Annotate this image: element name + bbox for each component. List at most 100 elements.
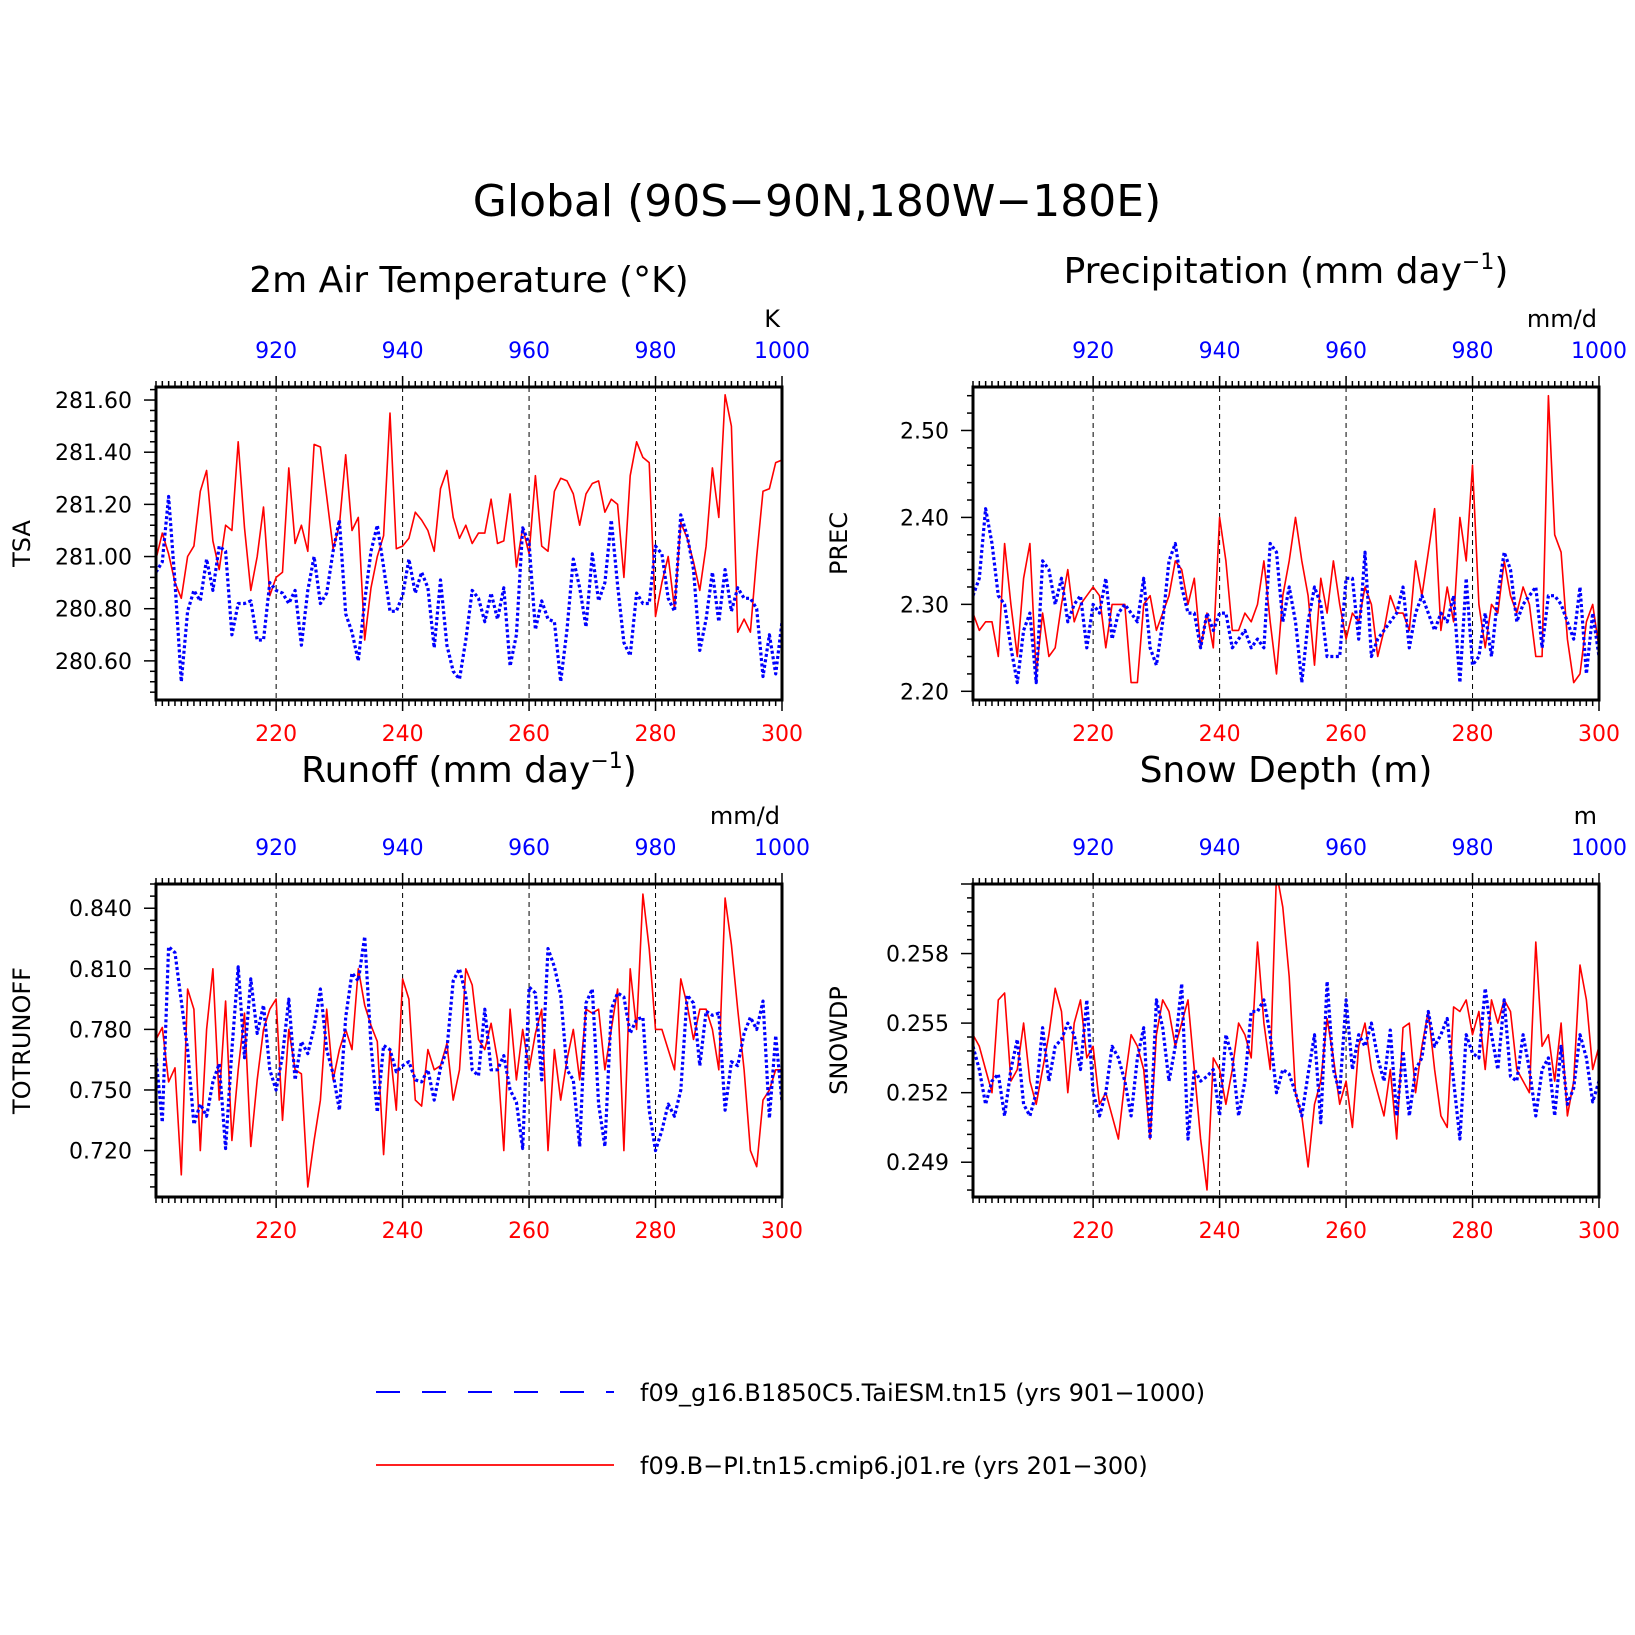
panel-title-tail: ) [1494, 251, 1508, 292]
x-tick-label: 240 [1199, 722, 1241, 747]
y-tick-label: 0.252 [886, 1082, 949, 1107]
top-x-tick-label: 940 [382, 339, 424, 364]
x-tick-label: 280 [635, 1219, 677, 1244]
y-axis-label: PREC [825, 512, 853, 575]
x-tick-label: 220 [1072, 1219, 1114, 1244]
x-tick-label: 280 [635, 722, 677, 747]
top-x-tick-label: 920 [255, 836, 297, 861]
y-tick-label: 281.20 [55, 493, 132, 518]
top-x-tick-label: 940 [1199, 339, 1241, 364]
x-tick-label: 220 [1072, 722, 1114, 747]
panel-2: Precipitation (mm day−1) mm/d PREC 220 240 26… [825, 250, 1627, 747]
y-axis-label: TSA [8, 520, 36, 568]
series-line-red [973, 884, 1599, 1191]
x-tick-label: 260 [1325, 1219, 1367, 1244]
x-tick-label: 260 [508, 722, 550, 747]
plot-frame [154, 385, 784, 702]
top-x-tick-label: 1000 [1571, 339, 1627, 364]
y-tick-label: 281.60 [55, 389, 132, 414]
y-tick-label: 2.40 [900, 506, 949, 531]
top-x-tick-label: 980 [1452, 339, 1494, 364]
x-tick-label: 220 [255, 1219, 297, 1244]
x-tick-label: 280 [1452, 722, 1494, 747]
panel-title: Snow Depth (m) [1140, 750, 1433, 791]
y-tick-label: 0.810 [69, 958, 132, 983]
top-x-tick-label: 920 [1072, 836, 1114, 861]
x-tick-label: 240 [1199, 1219, 1241, 1244]
top-x-tick-label: 940 [1199, 836, 1241, 861]
x-tick-label: 240 [382, 1219, 424, 1244]
series-line-red [973, 394, 1599, 684]
series-line-red [156, 393, 782, 641]
x-tick-label: 300 [761, 1219, 803, 1244]
plot-frame [154, 882, 784, 1199]
x-tick-label: 260 [1325, 722, 1367, 747]
top-x-tick-label: 920 [255, 339, 297, 364]
units-label: mm/d [710, 802, 780, 830]
series-line-blue [973, 507, 1599, 685]
y-tick-label: 0.258 [886, 943, 949, 968]
x-tick-label: 280 [1452, 1219, 1494, 1244]
top-x-tick-label: 980 [635, 339, 677, 364]
legend-label: f09.B−PI.tn15.cmip6.j01.re (yrs 201−300) [640, 1452, 1148, 1480]
panels: 2m Air Temperature (°K) K TSA 220 240 260 280 3… [8, 250, 1627, 1244]
y-tick-label: 281.40 [55, 441, 132, 466]
series-line-blue [156, 494, 782, 684]
panel-3: Runoff (mm day−1) mm/d TOTRUNOFF 220 240 260 2… [8, 749, 810, 1244]
y-tick-label: 2.20 [900, 680, 949, 705]
panel-title-main: Precipitation (mm day [1064, 251, 1462, 292]
panel-title: Runoff (mm day−1) [301, 749, 637, 791]
legend-label: f09_g16.B1850C5.TaiESM.tn15 (yrs 901−100… [640, 1379, 1205, 1407]
y-tick-label: 2.30 [900, 593, 949, 618]
y-tick-label: 2.50 [900, 419, 949, 444]
top-x-tick-label: 1000 [754, 836, 810, 861]
panel-title-tail: ) [623, 750, 637, 791]
y-tick-label: 0.255 [886, 1012, 949, 1037]
top-x-tick-label: 920 [1072, 339, 1114, 364]
panel-1: 2m Air Temperature (°K) K TSA 220 240 260 280 3… [8, 260, 810, 747]
top-x-tick-label: 1000 [754, 339, 810, 364]
panel-title-main: Snow Depth (m) [1140, 750, 1433, 791]
y-tick-label: 0.750 [69, 1079, 132, 1104]
y-tick-label: 0.249 [886, 1151, 949, 1176]
panel-title-main: 2m Air Temperature (°K) [249, 260, 688, 301]
top-x-tick-label: 1000 [1571, 836, 1627, 861]
top-x-tick-label: 960 [508, 836, 550, 861]
plot-frame [971, 882, 1601, 1199]
y-tick-label: 280.80 [55, 598, 132, 623]
top-x-tick-label: 980 [1452, 836, 1494, 861]
y-axis-label: TOTRUNOFF [8, 967, 36, 1115]
x-tick-label: 300 [1578, 722, 1620, 747]
x-tick-label: 260 [508, 1219, 550, 1244]
panel-title-superscript: −1 [1462, 250, 1494, 275]
units-label: mm/d [1527, 305, 1597, 333]
top-x-tick-label: 960 [1325, 339, 1367, 364]
units-label: K [764, 305, 781, 333]
y-tick-label: 0.780 [69, 1018, 132, 1043]
panel-title-main: Runoff (mm day [301, 750, 590, 791]
series-line-blue [156, 934, 782, 1153]
top-x-tick-label: 940 [382, 836, 424, 861]
top-x-tick-label: 960 [1325, 836, 1367, 861]
y-tick-label: 281.00 [55, 546, 132, 571]
x-tick-label: 240 [382, 722, 424, 747]
y-tick-label: 0.720 [69, 1140, 132, 1165]
top-x-tick-label: 960 [508, 339, 550, 364]
y-axis-label: SNOWDP [825, 986, 853, 1095]
series-line-blue [973, 979, 1599, 1141]
series-line-red [156, 893, 782, 1188]
panel-title: 2m Air Temperature (°K) [249, 260, 688, 301]
panel-title: Precipitation (mm day−1) [1064, 250, 1509, 292]
x-tick-label: 300 [1578, 1219, 1620, 1244]
x-tick-label: 220 [255, 722, 297, 747]
y-tick-label: 280.60 [55, 650, 132, 675]
units-label: m [1574, 802, 1597, 830]
panel-title-superscript: −1 [590, 749, 622, 774]
legend: f09_g16.B1850C5.TaiESM.tn15 (yrs 901−100… [376, 1379, 1205, 1480]
figure-title: Global (90S−90N,180W−180E) [473, 176, 1162, 227]
x-tick-label: 300 [761, 722, 803, 747]
plot-frame [971, 385, 1601, 702]
panel-4: Snow Depth (m) m SNOWDP 220 240 260 280 300 920 9… [825, 750, 1627, 1244]
y-tick-label: 0.840 [69, 897, 132, 922]
